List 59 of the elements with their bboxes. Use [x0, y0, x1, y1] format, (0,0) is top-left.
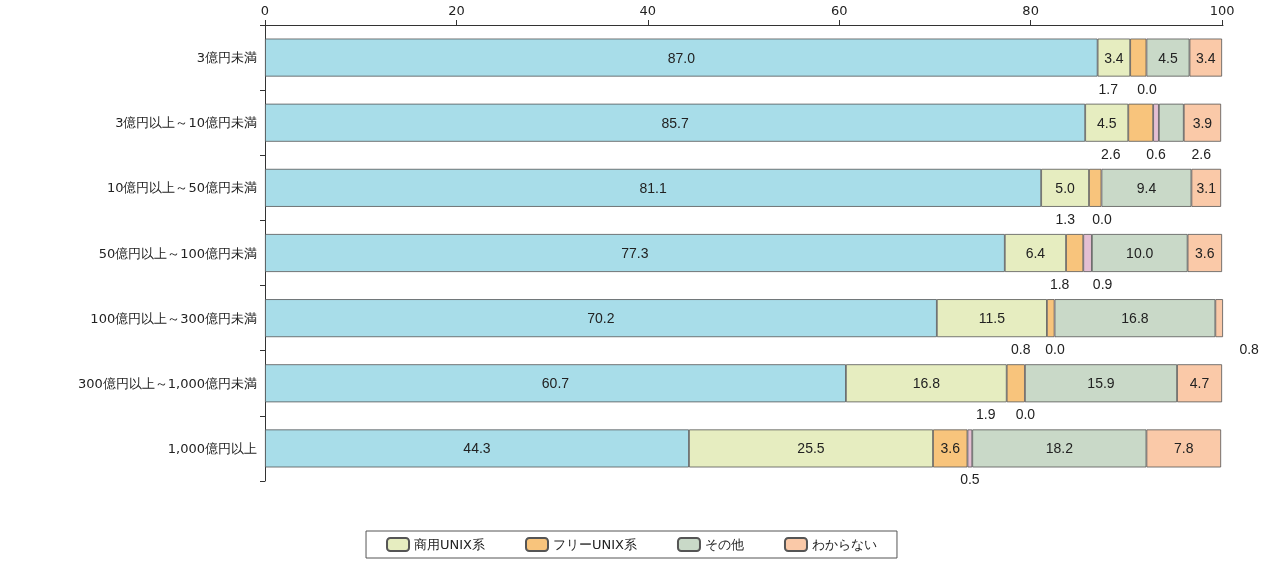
data-label: 16.8: [912, 375, 941, 392]
x-tick-label: 80: [1022, 3, 1039, 18]
data-label: 3.6: [940, 440, 961, 457]
y-tick-label: 3億円以上～10億円未満: [115, 115, 257, 131]
data-label: 7.8: [1174, 440, 1194, 457]
data-label: 70.2: [587, 310, 615, 327]
data-label: 0.6: [1146, 145, 1166, 162]
data-label: 2.6: [1100, 145, 1121, 162]
data-label: 0.8: [1239, 341, 1260, 358]
data-label: 25.5: [797, 440, 825, 457]
data-label: 4.5: [1096, 114, 1117, 131]
legend-label: 商用UNIX系: [414, 537, 485, 552]
y-tick-label: 50億円以上～100億円未満: [98, 245, 257, 261]
y-tick-label: 10億円以上～50億円未満: [106, 180, 257, 196]
data-label: 85.7: [661, 114, 689, 131]
data-label: 60.7: [541, 375, 570, 392]
data-label: 5.0: [1055, 179, 1076, 196]
data-label: 4.7: [1189, 375, 1210, 392]
legend-label: フリーUNIX系: [553, 537, 637, 552]
data-label: 3.6: [1195, 245, 1215, 261]
data-label: 0.8: [1011, 341, 1031, 358]
data-label: 3.1: [1196, 179, 1217, 196]
x-tick-label: 0: [260, 3, 270, 18]
legend-label: わからない: [811, 537, 877, 552]
data-label: 1.3: [1055, 210, 1076, 227]
data-label: 0.0: [1045, 341, 1065, 358]
y-tick-label: 1,000億円以上: [167, 440, 257, 456]
data-label: 9.4: [1136, 179, 1157, 196]
data-label: 10.0: [1126, 245, 1154, 261]
data-label: 3.9: [1192, 114, 1213, 131]
data-label: 4.5: [1158, 49, 1178, 66]
data-label: 1.9: [976, 406, 996, 423]
data-label: 1.7: [1098, 80, 1119, 97]
data-label: 15.9: [1087, 375, 1115, 392]
data-label: 0.0: [1092, 210, 1112, 227]
x-tick-label: 100: [1209, 3, 1235, 18]
data-label: 1.8: [1049, 276, 1070, 292]
data-label: 77.3: [621, 245, 649, 261]
data-label: 6.4: [1025, 245, 1046, 261]
x-tick-label: 40: [639, 3, 657, 18]
x-tick-label: 20: [448, 3, 465, 18]
data-label: 3.4: [1104, 49, 1124, 66]
data-label: 87.0: [667, 49, 696, 66]
y-tick-label: 3億円未満: [196, 50, 257, 66]
y-tick-label: 300億円以上～1,000億円未満: [77, 375, 257, 391]
data-label: 0.5: [960, 471, 980, 488]
legend-label: その他: [704, 537, 744, 552]
data-label: 2.6: [1191, 145, 1212, 162]
data-label: 16.8: [1121, 310, 1149, 327]
data-label: 18.2: [1045, 440, 1074, 457]
data-label: 3.4: [1196, 49, 1216, 66]
data-label: 0.0: [1137, 80, 1157, 97]
y-tick-label: 100億円以上～300億円未満: [90, 310, 257, 326]
data-label: 44.3: [463, 440, 491, 457]
data-label: 81.1: [639, 179, 667, 196]
data-label: 11.5: [978, 310, 1006, 327]
x-tick-label: 60: [830, 3, 848, 18]
data-label: 0.9: [1092, 276, 1113, 292]
data-label: 0.0: [1015, 406, 1036, 423]
